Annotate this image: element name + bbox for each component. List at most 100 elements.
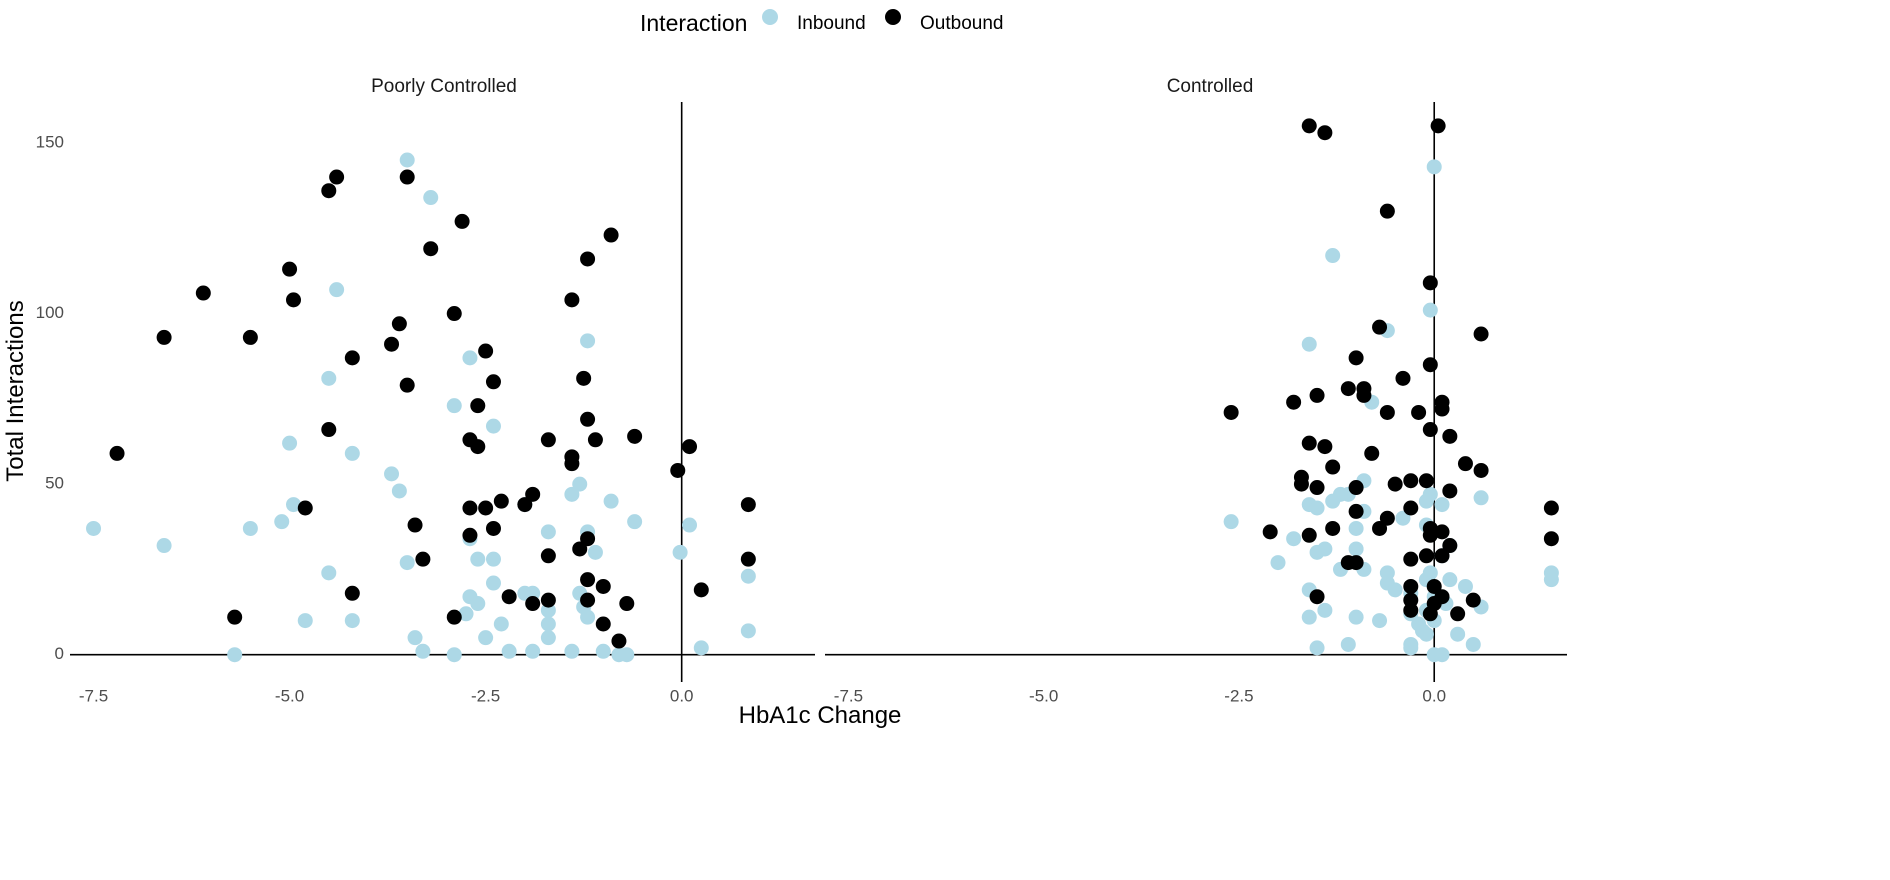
data-point <box>344 350 360 366</box>
data-point <box>242 329 258 345</box>
data-point <box>740 551 756 567</box>
data-point <box>1301 609 1317 625</box>
data-point <box>1301 118 1317 134</box>
data-point <box>1309 480 1325 496</box>
data-point <box>344 585 360 601</box>
data-point <box>485 418 501 434</box>
data-point <box>1348 555 1364 571</box>
data-point <box>501 589 517 605</box>
data-point <box>1372 613 1388 629</box>
series-outbound <box>109 169 756 649</box>
data-point <box>1403 473 1419 489</box>
data-point <box>1418 473 1434 489</box>
data-point <box>740 497 756 513</box>
data-point <box>1403 551 1419 567</box>
data-point <box>572 541 588 557</box>
y-tick-label: 100 <box>36 303 64 322</box>
data-point <box>1457 578 1473 594</box>
data-point <box>1309 589 1325 605</box>
data-point <box>1442 538 1458 554</box>
legend-swatch-outbound <box>885 9 901 25</box>
data-point <box>670 462 686 478</box>
data-point <box>195 285 211 301</box>
data-point <box>1379 510 1395 526</box>
data-point <box>227 609 243 625</box>
data-point <box>86 520 102 536</box>
y-axis-title: Total Interactions <box>2 300 29 481</box>
data-point <box>1442 428 1458 444</box>
data-point <box>282 261 298 277</box>
data-point <box>501 643 517 659</box>
data-point <box>446 398 462 414</box>
data-point <box>1422 302 1438 318</box>
data-point <box>1422 275 1438 291</box>
data-point <box>1473 490 1489 506</box>
data-point <box>1403 500 1419 516</box>
legend: Interaction Inbound Outbound <box>640 9 1003 36</box>
data-point <box>399 152 415 168</box>
data-point <box>740 568 756 584</box>
data-point <box>485 520 501 536</box>
data-point <box>595 616 611 632</box>
data-point <box>525 486 541 502</box>
panel <box>70 102 815 682</box>
data-point <box>1395 370 1411 386</box>
data-point <box>627 514 643 530</box>
data-point <box>1317 125 1333 141</box>
legend-label-outbound: Outbound <box>920 13 1003 34</box>
data-point <box>1434 647 1450 663</box>
data-point <box>1422 565 1438 581</box>
data-point <box>1465 636 1481 652</box>
data-point <box>415 551 431 567</box>
data-point <box>1317 439 1333 455</box>
y-tick-label: 0 <box>55 644 64 663</box>
data-point <box>286 292 301 308</box>
data-point <box>595 643 611 659</box>
y-tick-label: 150 <box>36 132 64 151</box>
data-point <box>1395 510 1411 526</box>
data-point <box>297 500 313 516</box>
data-point <box>576 370 592 386</box>
legend-label-inbound: Inbound <box>797 13 866 34</box>
data-point <box>1325 520 1341 536</box>
data-point <box>540 616 556 632</box>
series-outbound <box>1223 118 1559 622</box>
data-point <box>1387 582 1403 598</box>
data-point <box>587 544 603 560</box>
data-point <box>485 575 501 591</box>
data-point <box>462 527 478 543</box>
data-point <box>478 500 494 516</box>
data-point <box>344 613 360 629</box>
data-point <box>493 493 509 509</box>
data-point <box>407 517 423 533</box>
data-point <box>525 643 541 659</box>
data-point <box>446 306 462 322</box>
data-point <box>627 428 643 444</box>
data-point <box>580 251 596 267</box>
data-point <box>580 411 596 427</box>
data-point <box>1422 527 1438 543</box>
data-point <box>1473 326 1489 342</box>
data-point <box>564 292 580 308</box>
data-point <box>1465 592 1481 608</box>
data-point <box>1286 531 1302 547</box>
data-point <box>391 483 407 499</box>
data-point <box>1418 493 1434 509</box>
data-point <box>572 476 588 492</box>
data-point <box>682 517 698 533</box>
data-point <box>603 493 619 509</box>
data-point <box>446 647 462 663</box>
data-point <box>282 435 298 451</box>
data-point <box>1309 640 1325 656</box>
data-point <box>1418 548 1434 564</box>
data-point <box>286 497 301 513</box>
data-point <box>1473 462 1489 478</box>
x-tick-label: -5.0 <box>275 686 304 705</box>
data-point <box>1348 350 1364 366</box>
data-point <box>1332 486 1348 502</box>
data-point <box>1348 541 1364 557</box>
data-point <box>1543 572 1559 588</box>
data-point <box>619 596 635 612</box>
data-point <box>1426 159 1442 175</box>
